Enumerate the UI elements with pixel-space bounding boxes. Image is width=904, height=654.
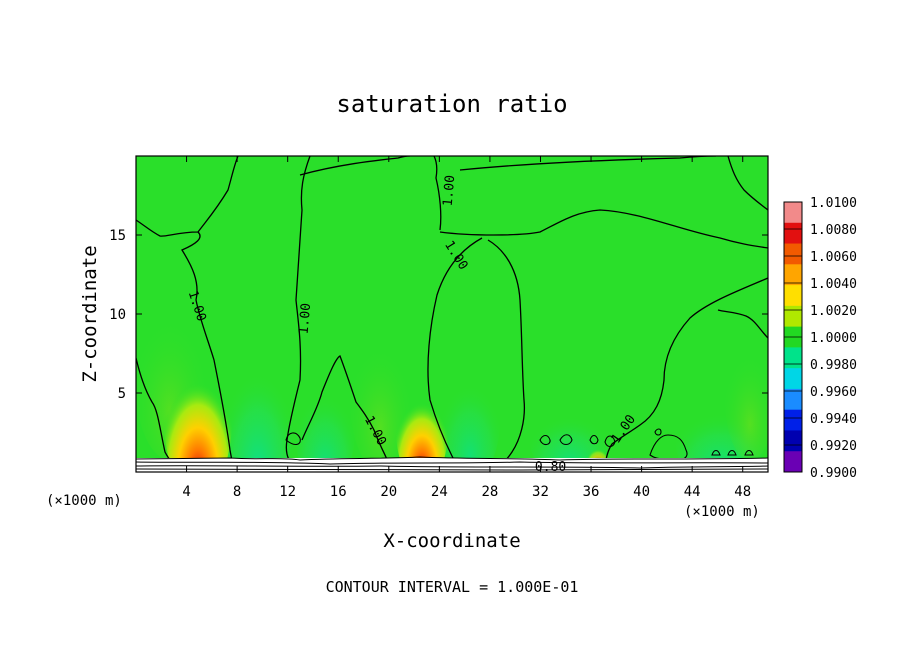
x-axis-label: X-coordinate — [383, 530, 520, 552]
x-axis-ticks: 4 8 12 16 20 24 28 32 36 40 44 48 — [182, 156, 751, 500]
colorbar: 1.0100 1.0080 1.0060 1.0040 1.0020 1.0000 0.99… — [783, 196, 857, 481]
field-cool-patch — [295, 370, 355, 472]
colorbar-swatch — [784, 264, 802, 286]
colorbar-label: 1.0060 — [810, 250, 857, 265]
x-tick-label: 48 — [734, 484, 751, 500]
x-tick-label: 24 — [431, 484, 448, 500]
colorbar-label: 1.0000 — [810, 331, 857, 346]
colorbar-label: 0.9980 — [810, 358, 857, 373]
x-tick-label: 4 — [182, 484, 190, 500]
contour-blob — [711, 449, 721, 456]
colorbar-label: 0.9940 — [810, 412, 857, 427]
colorbar-label: 0.9960 — [810, 385, 857, 400]
contour-label: 1.00 — [441, 175, 459, 208]
colorbar-swatch — [784, 222, 802, 245]
x-tick-label: 8 — [233, 484, 241, 500]
colorbar-label: 1.0080 — [810, 223, 857, 238]
field-cool-patch — [440, 360, 500, 472]
y-tick-label: 10 — [109, 307, 126, 323]
contour-blob — [744, 449, 754, 456]
colorbar-label: 0.9900 — [810, 466, 857, 481]
x-tick-label: 12 — [279, 484, 296, 500]
field-soft-patch — [725, 340, 768, 460]
colorbar-swatch — [784, 305, 802, 328]
colorbar-label: 1.0020 — [810, 304, 857, 319]
y-axis-ticks: 5 10 15 — [109, 228, 768, 402]
colorbar-swatch — [784, 451, 802, 473]
contour-line — [717, 309, 768, 339]
y-axis-label: Z-coordinate — [79, 245, 101, 382]
contour-blob — [285, 432, 301, 446]
colorbar-swatch — [784, 202, 802, 224]
colorbar-swatch — [784, 388, 802, 411]
x-tick-label: 44 — [684, 484, 701, 500]
colorbar-label: 1.0040 — [810, 277, 857, 292]
colorbar-swatch — [784, 409, 802, 431]
contour-blob — [604, 435, 616, 448]
contour-blob — [539, 434, 551, 446]
surface-contours — [136, 456, 768, 471]
x-tick-label: 36 — [583, 484, 600, 500]
colorbar-swatch — [784, 368, 802, 390]
hotspot — [396, 375, 448, 472]
contour-line — [136, 465, 768, 469]
contour-line — [487, 239, 526, 463]
y-tick-label: 15 — [109, 228, 126, 244]
x-unit-label-right: (×1000 m) — [684, 504, 760, 520]
field-soft-patch — [350, 330, 410, 470]
surface-layer — [136, 458, 768, 472]
colorbar-swatch — [784, 243, 802, 265]
contour-blob — [654, 428, 662, 436]
colorbar-swatch — [784, 285, 802, 307]
contour-line — [301, 355, 389, 463]
hotspot — [164, 345, 232, 472]
contour-line — [439, 209, 768, 249]
x-tick-label: 28 — [481, 484, 498, 500]
contour-label: 1.00 — [297, 302, 315, 335]
x-tick-label: 16 — [330, 484, 347, 500]
field-cool-patch — [223, 340, 293, 472]
contour-line — [727, 156, 768, 211]
colorbar-swatch — [784, 430, 802, 452]
x-tick-label: 32 — [532, 484, 549, 500]
colorbar-label: 1.0100 — [810, 196, 857, 211]
contour-label: 0.80 — [535, 460, 566, 475]
contour-blob — [589, 434, 599, 445]
contour-line — [136, 461, 768, 465]
x-tick-label: 20 — [380, 484, 397, 500]
contour-line — [136, 468, 768, 471]
contour-interval-note: CONTOUR INTERVAL = 1.000E-01 — [326, 578, 579, 596]
chart-title: saturation ratio — [336, 90, 567, 118]
x-unit-label-left: (×1000 m) — [46, 493, 122, 509]
contour-line — [605, 277, 768, 463]
contour-blob — [727, 449, 737, 456]
contour-blob — [559, 434, 573, 446]
contour-line — [433, 156, 442, 231]
colorbar-swatch — [784, 347, 802, 369]
contour-lines — [136, 156, 768, 463]
x-tick-label: 40 — [633, 484, 650, 500]
contour-line — [181, 231, 233, 463]
contour-line — [136, 456, 768, 461]
colorbar-label: 0.9920 — [810, 439, 857, 454]
y-tick-label: 5 — [118, 386, 126, 402]
plot-area — [136, 156, 768, 472]
